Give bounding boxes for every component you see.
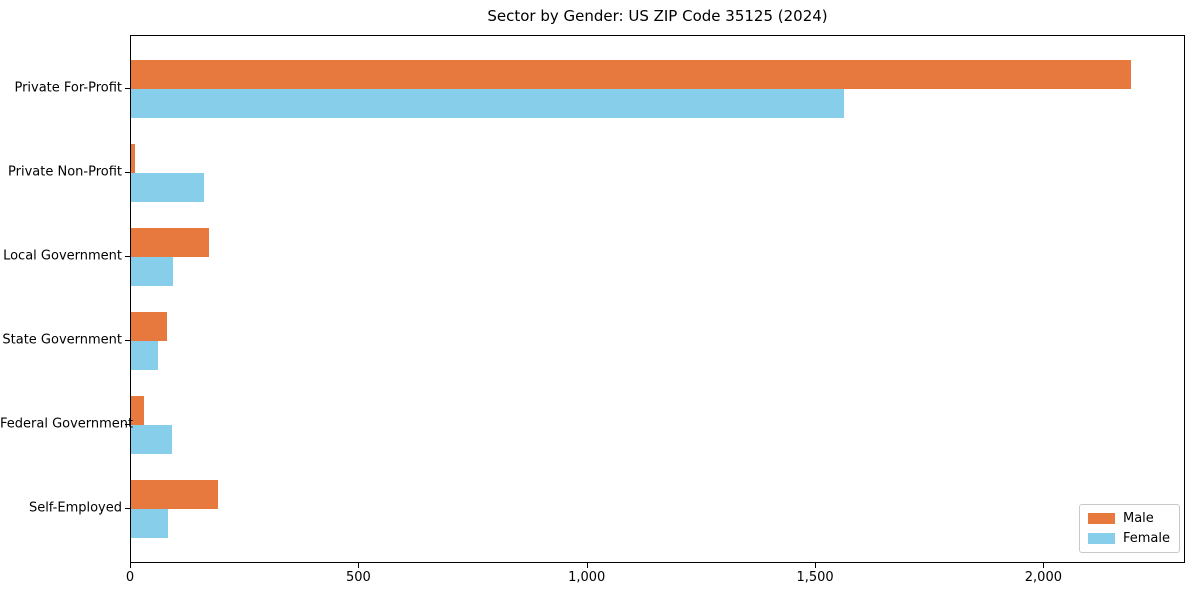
x-tick-mark xyxy=(130,563,131,568)
y-tick-label-private-for-profit: Private For-Profit xyxy=(14,80,122,96)
bar-female-self-employed xyxy=(131,509,168,538)
bar-male-local-government xyxy=(131,228,209,257)
male-swatch xyxy=(1087,513,1115,524)
legend: Male Female xyxy=(1078,504,1180,553)
plot-area: Male Female xyxy=(130,35,1185,563)
x-tick-label-1-000: 1,000 xyxy=(568,570,606,585)
y-tick-mark xyxy=(125,340,130,341)
y-tick-label-self-employed: Self-Employed xyxy=(28,500,122,516)
y-tick-mark xyxy=(125,508,130,509)
y-tick-label-local-government: Local Government xyxy=(3,248,122,264)
legend-item-female: Female xyxy=(1087,531,1170,546)
bar-female-private-non-profit xyxy=(131,173,205,202)
bar-male-federal-government xyxy=(131,396,144,425)
x-tick-mark xyxy=(358,563,360,568)
bar-female-local-government xyxy=(131,257,173,286)
y-tick-label-private-non-profit: Private Non-Profit xyxy=(8,164,122,180)
female-swatch xyxy=(1087,533,1115,544)
x-tick-label-2-000: 2,000 xyxy=(1024,570,1062,585)
bar-male-private-non-profit xyxy=(131,144,135,173)
legend-label-female: Female xyxy=(1122,531,1170,546)
bar-female-federal-government xyxy=(131,425,173,454)
x-tick-mark xyxy=(1043,563,1045,568)
x-tick-label-0: 0 xyxy=(125,570,135,585)
y-tick-mark xyxy=(125,424,130,425)
bar-male-state-government xyxy=(131,312,167,341)
x-tick-mark xyxy=(815,563,817,568)
legend-item-male: Male xyxy=(1087,511,1170,526)
x-tick-label-500: 500 xyxy=(345,570,371,585)
bar-female-private-for-profit xyxy=(131,89,844,118)
y-tick-label-state-government: State Government xyxy=(2,332,122,348)
y-tick-mark xyxy=(125,256,130,257)
bar-male-private-for-profit xyxy=(131,60,1132,89)
x-tick-label-1-500: 1,500 xyxy=(796,570,834,585)
y-tick-label-federal-government: Federal Government xyxy=(0,416,134,432)
bar-male-self-employed xyxy=(131,480,218,509)
x-tick-mark xyxy=(586,563,588,568)
bar-female-state-government xyxy=(131,341,159,370)
y-tick-mark xyxy=(125,172,130,173)
legend-label-male: Male xyxy=(1122,511,1154,526)
y-tick-mark xyxy=(125,88,130,89)
chart-title: Sector by Gender: US ZIP Code 35125 (202… xyxy=(487,7,828,25)
